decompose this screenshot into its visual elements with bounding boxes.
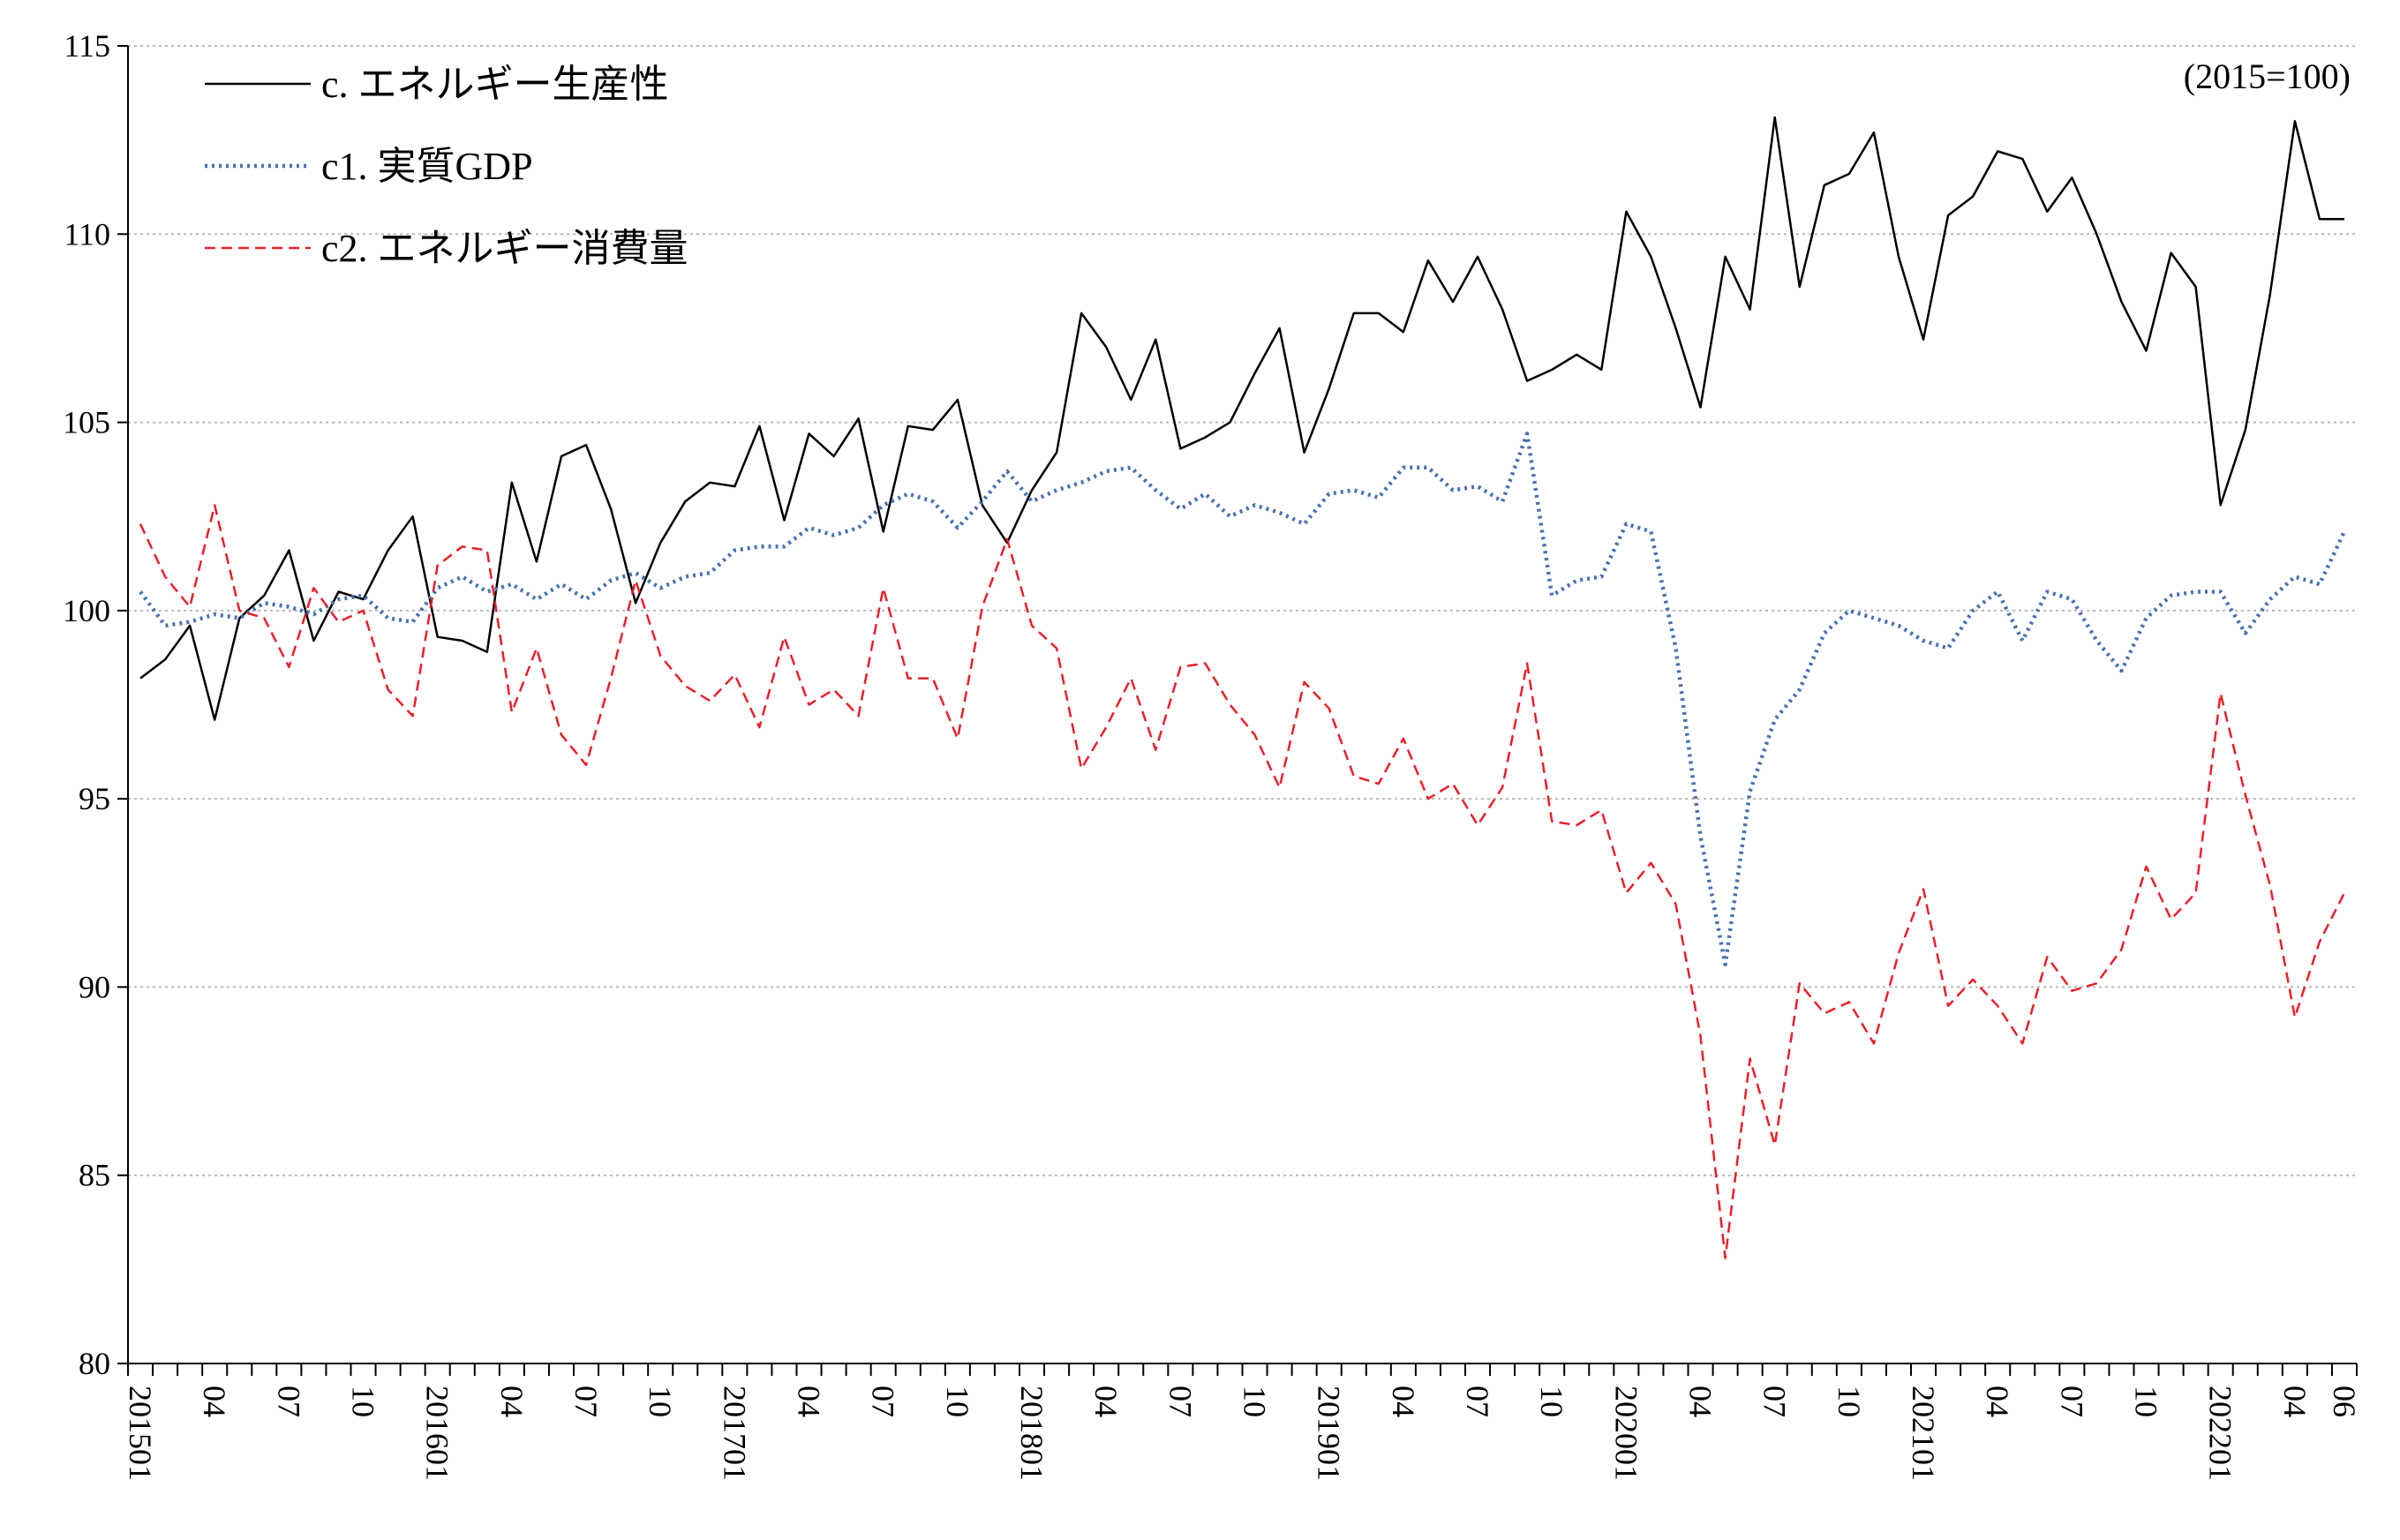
x-tick-label: 201501 — [123, 1386, 158, 1481]
series-lines — [139, 116, 2347, 1259]
x-tick-label: 04 — [494, 1386, 530, 1417]
x-tick-label: 201601 — [420, 1386, 455, 1481]
x-tick-label: 04 — [2277, 1386, 2313, 1417]
x-tick-label: 07 — [866, 1386, 901, 1417]
y-tick-label: 80 — [79, 1346, 110, 1381]
x-tick-label: 10 — [643, 1386, 678, 1417]
series-line-1 — [139, 116, 2344, 721]
x-tick-label: 10 — [1534, 1386, 1569, 1417]
x-tick-label: 10 — [1832, 1386, 1867, 1417]
x-tick-label: 04 — [1980, 1386, 2015, 1417]
series-line-2 — [139, 432, 2347, 967]
legend-label-2: c1. 実質GDP — [321, 145, 533, 188]
x-tick-label: 10 — [346, 1386, 381, 1417]
x-tick-label: 04 — [1386, 1386, 1421, 1417]
x-tick-label: 04 — [792, 1386, 827, 1417]
y-tick-label: 85 — [79, 1158, 110, 1193]
unit-note: (2015=100) — [2184, 56, 2351, 96]
gridlines — [128, 45, 2357, 1176]
y-tick-label: 115 — [64, 28, 110, 64]
x-tick-label: 202201 — [2203, 1386, 2238, 1481]
x-tick-label: 07 — [1460, 1386, 1495, 1417]
legend-label-1: c. エネルギー生産性 — [321, 63, 669, 106]
series-line-3 — [139, 504, 2346, 1259]
y-tick-label: 90 — [79, 969, 110, 1004]
x-tick-label: 10 — [1238, 1386, 1273, 1417]
x-tick-label: 10 — [2129, 1386, 2164, 1417]
x-tick-label: 202001 — [1608, 1386, 1644, 1481]
x-tick-label: 04 — [1088, 1386, 1124, 1417]
y-tick-label: 105 — [63, 405, 110, 440]
x-tick-label: 201701 — [717, 1386, 752, 1481]
x-tick-label: 07 — [271, 1386, 306, 1417]
x-tick-label: 06 — [2327, 1386, 2362, 1417]
x-tick-label: 201801 — [1014, 1386, 1050, 1481]
x-tick-label: 10 — [940, 1386, 975, 1417]
axes: 80 85 90 95 100 105 110 115 201501 04 07 10 201601 04… — [63, 28, 2362, 1481]
x-tick-label: 202101 — [1906, 1386, 1941, 1481]
legend: c. エネルギー生産性 c1. 実質GDP c2. エネルギー消費量 — [205, 63, 688, 270]
x-tick-label: 07 — [2054, 1386, 2089, 1417]
y-tick-label: 95 — [79, 781, 110, 816]
x-tick-label: 04 — [197, 1386, 232, 1417]
y-tick-label: 100 — [63, 593, 110, 628]
x-tick-label: 07 — [568, 1386, 604, 1417]
legend-label-3: c2. エネルギー消費量 — [321, 227, 688, 270]
x-tick-label: 04 — [1683, 1386, 1719, 1417]
x-tick-label: 07 — [1162, 1386, 1198, 1417]
x-tick-label: 201901 — [1312, 1386, 1347, 1481]
y-tick-label: 110 — [64, 216, 110, 252]
x-tick-label: 07 — [1757, 1386, 1793, 1417]
